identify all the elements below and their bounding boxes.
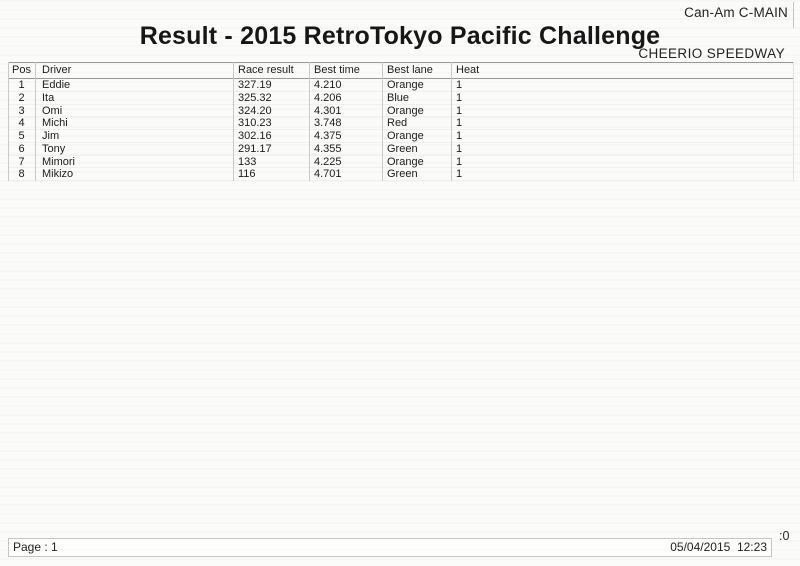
table-row: 3 Omi 324.20 4.301 Orange 1	[8, 105, 794, 118]
cell-pos: 2	[18, 91, 25, 104]
cell-best-lane: Red	[387, 117, 408, 130]
cell-driver: Mimori	[42, 155, 75, 168]
table-row: 7 Mimori 133 4.225 Orange 1	[8, 156, 794, 169]
cell-race-result: 327.19	[238, 79, 272, 91]
column-header-race-result: Race result	[238, 64, 294, 76]
cell-heat: 1	[456, 104, 463, 117]
cell-pos: 5	[18, 130, 25, 142]
cell-driver: Michi	[42, 117, 68, 130]
cell-best-lane: Orange	[387, 79, 424, 91]
page-title: Result - 2015 RetroTokyo Pacific Challen…	[139, 22, 661, 50]
cell-best-time: 4.355	[314, 142, 342, 155]
cell-heat: 1	[456, 79, 463, 91]
table-body: 1 Eddie 327.19 4.210 Orange 1 2 Ita 325.…	[8, 79, 794, 181]
cell-best-lane: Blue	[387, 91, 410, 104]
cell-pos: 3	[18, 104, 25, 117]
table-grid-line	[793, 62, 794, 181]
cell-driver: Omi	[42, 104, 63, 117]
table-header-row: Pos Driver Race result Best time Best la…	[8, 62, 794, 79]
table-row: 1 Eddie 327.19 4.210 Orange 1	[8, 79, 794, 92]
cell-driver: Tony	[42, 142, 66, 155]
cell-best-lane: Green	[387, 168, 418, 181]
cell-heat: 1	[456, 117, 463, 130]
cell-pos: 8	[18, 168, 25, 181]
cell-best-time: 4.301	[314, 104, 342, 117]
table-row: 4 Michi 310.23 3.748 Red 1	[8, 117, 794, 130]
cell-driver: Mikizo	[42, 168, 74, 181]
column-header-heat: Heat	[456, 64, 480, 76]
scan-edge-artifact	[793, 2, 794, 28]
table-grid-line	[35, 62, 36, 181]
cell-pos: 6	[18, 142, 25, 155]
cell-heat: 1	[456, 155, 463, 168]
table-row: 8 Mikizo 116 4.701 Green 1	[8, 168, 794, 181]
cell-heat: 1	[456, 168, 463, 181]
table-grid-line	[8, 62, 9, 181]
cell-best-time: 4.701	[314, 168, 342, 181]
scan-edge-text-fragment: :0	[779, 529, 790, 543]
cell-heat: 1	[456, 142, 463, 155]
cell-best-time: 4.206	[314, 91, 342, 104]
column-header-best-lane: Best lane	[387, 64, 433, 76]
page-footer: Page : 1 05/04/2015 12:23	[8, 538, 772, 557]
cell-race-result: 324.20	[238, 104, 272, 117]
cell-best-time: 4.210	[314, 79, 342, 91]
cell-best-lane: Green	[387, 142, 418, 155]
cell-pos: 4	[18, 117, 25, 130]
column-header-best-time: Best time	[314, 64, 360, 76]
cell-pos: 7	[18, 155, 25, 168]
table-row: 6 Tony 291.17 4.355 Green 1	[8, 143, 794, 156]
cell-pos: 1	[18, 79, 25, 91]
cell-best-lane: Orange	[387, 104, 424, 117]
column-header-driver: Driver	[42, 64, 72, 76]
cell-best-lane: Orange	[387, 130, 424, 142]
table-row: 2 Ita 325.32 4.206 Blue 1	[8, 92, 794, 105]
table-grid-line	[451, 62, 452, 181]
cell-heat: 1	[456, 130, 463, 142]
cell-best-time: 4.225	[314, 155, 342, 168]
race-class-label: Can-Am C-MAIN	[684, 5, 788, 20]
cell-race-result: 133	[238, 155, 257, 168]
table-grid-line	[233, 62, 234, 181]
cell-driver: Eddie	[42, 79, 71, 91]
cell-race-result: 291.17	[238, 142, 272, 155]
datetime-label: 05/04/2015 12:23	[670, 540, 767, 554]
table-grid-line	[382, 62, 383, 181]
table-row: 5 Jim 302.16 4.375 Orange 1	[8, 130, 794, 143]
table-grid-line	[309, 62, 310, 181]
page-number-label: Page : 1	[13, 540, 58, 554]
cell-driver: Ita	[42, 91, 55, 104]
cell-race-result: 116	[238, 168, 256, 181]
cell-best-time: 4.375	[314, 130, 342, 142]
cell-race-result: 310.23	[238, 117, 272, 130]
venue-label: CHEERIO SPEEDWAY	[638, 46, 785, 61]
cell-heat: 1	[456, 91, 463, 104]
cell-race-result: 325.32	[238, 91, 272, 104]
cell-race-result: 302.16	[238, 130, 272, 142]
cell-best-time: 3.748	[314, 117, 342, 130]
cell-best-lane: Orange	[387, 155, 424, 168]
column-header-pos: Pos	[12, 64, 31, 76]
cell-driver: Jim	[42, 130, 60, 142]
results-table: Pos Driver Race result Best time Best la…	[8, 62, 794, 181]
